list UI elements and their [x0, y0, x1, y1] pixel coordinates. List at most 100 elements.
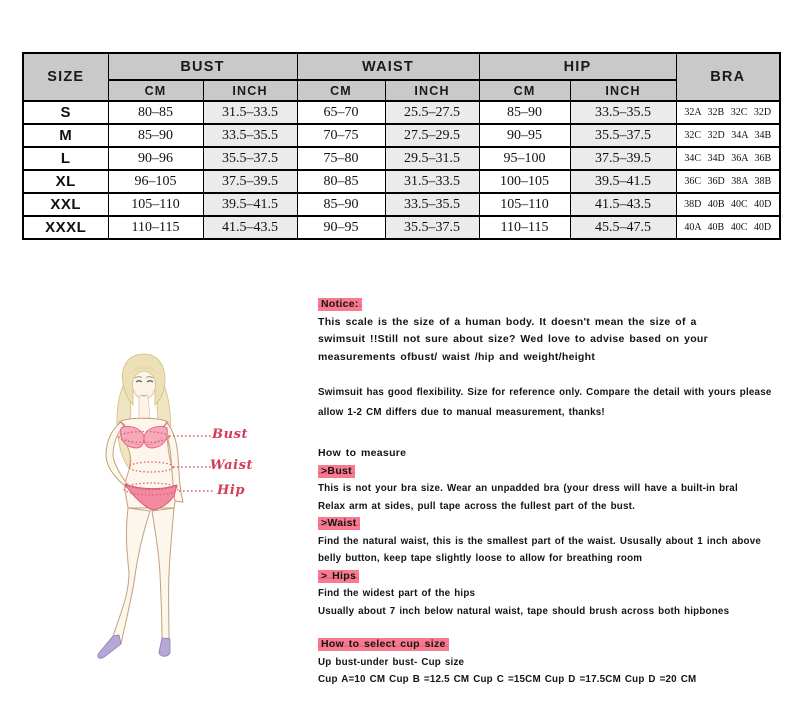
size-cell: L [22, 146, 109, 171]
size-chart-table: SIZE BUST WAIST HIP BRA CM INCH CM INCH … [22, 52, 782, 240]
subheader-bust-inch: INCH [202, 79, 298, 102]
face [132, 366, 156, 400]
hip-inch-cell: 39.5–41.5 [569, 169, 677, 194]
right-arm [162, 422, 184, 503]
waist-cm-cell: 90–95 [296, 215, 386, 240]
table-row-l: L 90–96 35.5–37.5 75–80 29.5–31.5 95–100… [22, 146, 781, 171]
size-cell: XXXL [22, 215, 109, 240]
waist-instruction-line: belly button, keep tape slightly loose t… [318, 553, 643, 564]
bra-cell: 36C 36D 38A 38B [675, 169, 781, 194]
cup-instruction-line: Cup A=10 CM Cup B =12.5 CM Cup C =15CM C… [318, 674, 697, 685]
hip-inch-cell: 45.5–47.5 [569, 215, 677, 240]
flexibility-line: allow 1-2 CM differs due to manual measu… [318, 407, 605, 418]
notice-heading-line: Notice: [318, 296, 796, 314]
size-cell: XL [22, 169, 109, 194]
bust-inch-cell: 35.5–37.5 [202, 146, 298, 171]
how-to-measure-section: How to measure >Bust This is not your br… [318, 445, 796, 620]
cup-size-section: How to select cup size Up bust-under bus… [318, 636, 796, 689]
woman-illustration [97, 353, 215, 659]
bust-label: Bust [212, 427, 249, 442]
shoes [97, 634, 171, 659]
subheader-waist-inch: INCH [384, 79, 480, 102]
subheader-hip-cm: CM [478, 79, 571, 102]
table-row-m: M 85–90 33.5–35.5 70–75 27.5–29.5 90–95 … [22, 123, 781, 148]
bust-heading: >Bust [318, 464, 355, 478]
cup-heading-line: How to select cup size [318, 636, 796, 654]
how-to-measure-heading: How to measure [318, 447, 407, 459]
bust-inch-cell: 37.5–39.5 [202, 169, 298, 194]
hips-instruction-line: Usually about 7 inch below natural waist… [318, 605, 730, 617]
bikini-bottom [123, 483, 178, 511]
subheader-bust-cm: CM [107, 79, 204, 102]
cup-heading: How to select cup size [318, 638, 449, 651]
hips-heading: > Hips [318, 569, 360, 583]
hip-cm-cell: 110–115 [478, 215, 571, 240]
table-row-xl: XL 96–105 37.5–39.5 80–85 31.5–33.5 100–… [22, 169, 781, 194]
hip-cm-cell: 95–100 [478, 146, 571, 171]
flexibility-line: Swimsuit has good flexibility. Size for … [318, 387, 772, 398]
waist-cm-cell: 80–85 [296, 169, 386, 194]
waist-measure-line [128, 461, 212, 473]
subheader-waist-cm: CM [296, 79, 386, 102]
bust-instruction-line: This is not your bra size. Wear an unpad… [318, 483, 738, 494]
waist-inch-cell: 25.5–27.5 [384, 100, 480, 125]
col-header-bra: BRA [675, 52, 781, 102]
waist-inch-cell: 29.5–31.5 [384, 146, 480, 171]
bust-heading-line: >Bust [318, 463, 796, 481]
bra-cell: 40A 40B 40C 40D [675, 215, 781, 240]
bra-cell: 34C 34D 36A 36B [675, 146, 781, 171]
notice-text-line: swimsuit !!Still not sure about size? We… [318, 333, 709, 345]
waist-label: Waist [210, 458, 254, 473]
hip-measure-line [123, 482, 215, 496]
waist-inch-cell: 35.5–37.5 [384, 215, 480, 240]
col-header-waist: WAIST [296, 52, 480, 81]
size-cell: XXL [22, 192, 109, 217]
notice-text-line: This scale is the size of a human body. … [318, 315, 697, 328]
bust-instruction-line: Relax arm at sides, pull tape across the… [318, 500, 636, 512]
hip-cm-cell: 85–90 [478, 100, 571, 125]
measurement-figure [55, 338, 285, 678]
hip-inch-cell: 35.5–37.5 [569, 123, 677, 148]
waist-instruction-line: Find the natural waist, this is the smal… [318, 535, 762, 547]
bust-inch-cell: 33.5–35.5 [202, 123, 298, 148]
hips-heading-line: > Hips [318, 568, 796, 586]
col-header-hip: HIP [478, 52, 677, 81]
table-row-s: S 80–85 31.5–33.5 65–70 25.5–27.5 85–90 … [22, 100, 781, 125]
hip-inch-cell: 41.5–43.5 [569, 192, 677, 217]
bra-cell: 38D 40B 40C 40D [675, 192, 781, 217]
bikini-top [120, 421, 168, 449]
col-header-size: SIZE [22, 52, 109, 102]
hip-inch-cell: 33.5–35.5 [569, 100, 677, 125]
hip-cm-cell: 90–95 [478, 123, 571, 148]
instructions-column: Notice: This scale is the size of a huma… [318, 296, 796, 689]
waist-inch-cell: 31.5–33.5 [384, 169, 480, 194]
subheader-hip-inch: INCH [569, 79, 677, 102]
waist-inch-cell: 33.5–35.5 [384, 192, 480, 217]
flexibility-paragraph: Swimsuit has good flexibility. Size for … [318, 383, 796, 423]
waist-inch-cell: 27.5–29.5 [384, 123, 480, 148]
bust-inch-cell: 41.5–43.5 [202, 215, 298, 240]
hip-cm-cell: 100–105 [478, 169, 571, 194]
bust-cm-cell: 105–110 [107, 192, 204, 217]
hip-cm-cell: 105–110 [478, 192, 571, 217]
waist-cm-cell: 65–70 [296, 100, 386, 125]
waist-heading: >Waist [318, 517, 360, 530]
bust-inch-cell: 39.5–41.5 [202, 192, 298, 217]
bust-cm-cell: 85–90 [107, 123, 204, 148]
bust-cm-cell: 90–96 [107, 146, 204, 171]
cup-instruction-line: Up bust-under bust- Cup size [318, 656, 465, 668]
hip-label: Hip [217, 483, 246, 498]
col-header-bust: BUST [107, 52, 298, 81]
bust-cm-cell: 110–115 [107, 215, 204, 240]
neck [138, 395, 151, 419]
table-row-xxxl: XXXL 110–115 41.5–43.5 90–95 35.5–37.5 1… [22, 215, 781, 240]
bust-cm-cell: 96–105 [107, 169, 204, 194]
bust-inch-cell: 31.5–33.5 [202, 100, 298, 125]
waist-cm-cell: 70–75 [296, 123, 386, 148]
notice-heading: Notice: [318, 298, 362, 311]
table-row-xxl: XXL 105–110 39.5–41.5 85–90 33.5–35.5 10… [22, 192, 781, 217]
size-cell: S [22, 100, 109, 125]
legs [111, 507, 175, 645]
bra-cell: 32A 32B 32C 32D [675, 100, 781, 125]
